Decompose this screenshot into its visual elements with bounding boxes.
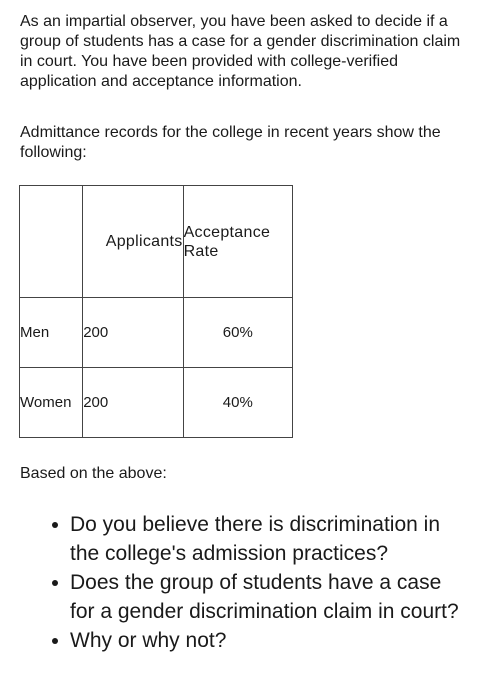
question-text: Does the group of students have a case f…	[70, 571, 459, 623]
question-list: Do you believe there is discrimination i…	[48, 510, 468, 655]
row-category-men: Men	[18, 297, 84, 368]
row-rate-women: 40%	[182, 367, 294, 438]
based-on-label: Based on the above:	[20, 465, 167, 482]
admittance-table: Applicants Acceptance Rate Men 200 60% W…	[18, 185, 294, 438]
row-category-women: Women	[18, 367, 84, 438]
list-item: Does the group of students have a case f…	[48, 568, 468, 626]
row-applicants-men: 200	[82, 297, 184, 368]
question-text: Do you believe there is discrimination i…	[70, 513, 441, 565]
header-category-cell	[18, 185, 84, 298]
bullet-icon	[52, 638, 58, 644]
bullet-icon	[52, 580, 58, 586]
table-row: Men 200 60%	[18, 297, 294, 368]
header-acceptance-line1: Acceptance	[183, 223, 271, 241]
row-rate-men: 60%	[182, 297, 294, 368]
intro-paragraph: As an impartial observer, you have been …	[20, 13, 461, 90]
list-item: Why or why not?	[48, 626, 468, 655]
records-intro-paragraph: Admittance records for the college in re…	[20, 124, 441, 161]
header-acceptance-rate: Acceptance Rate	[182, 185, 294, 298]
question-text: Why or why not?	[70, 629, 227, 652]
list-item: Do you believe there is discrimination i…	[48, 510, 468, 568]
table-row: Women 200 40%	[18, 367, 294, 438]
table-header-row: Applicants Acceptance Rate	[18, 185, 294, 298]
bullet-icon	[52, 522, 58, 528]
row-applicants-women: 200	[82, 367, 184, 438]
header-acceptance-line2: Rate	[183, 242, 219, 260]
header-applicants: Applicants	[82, 185, 184, 298]
